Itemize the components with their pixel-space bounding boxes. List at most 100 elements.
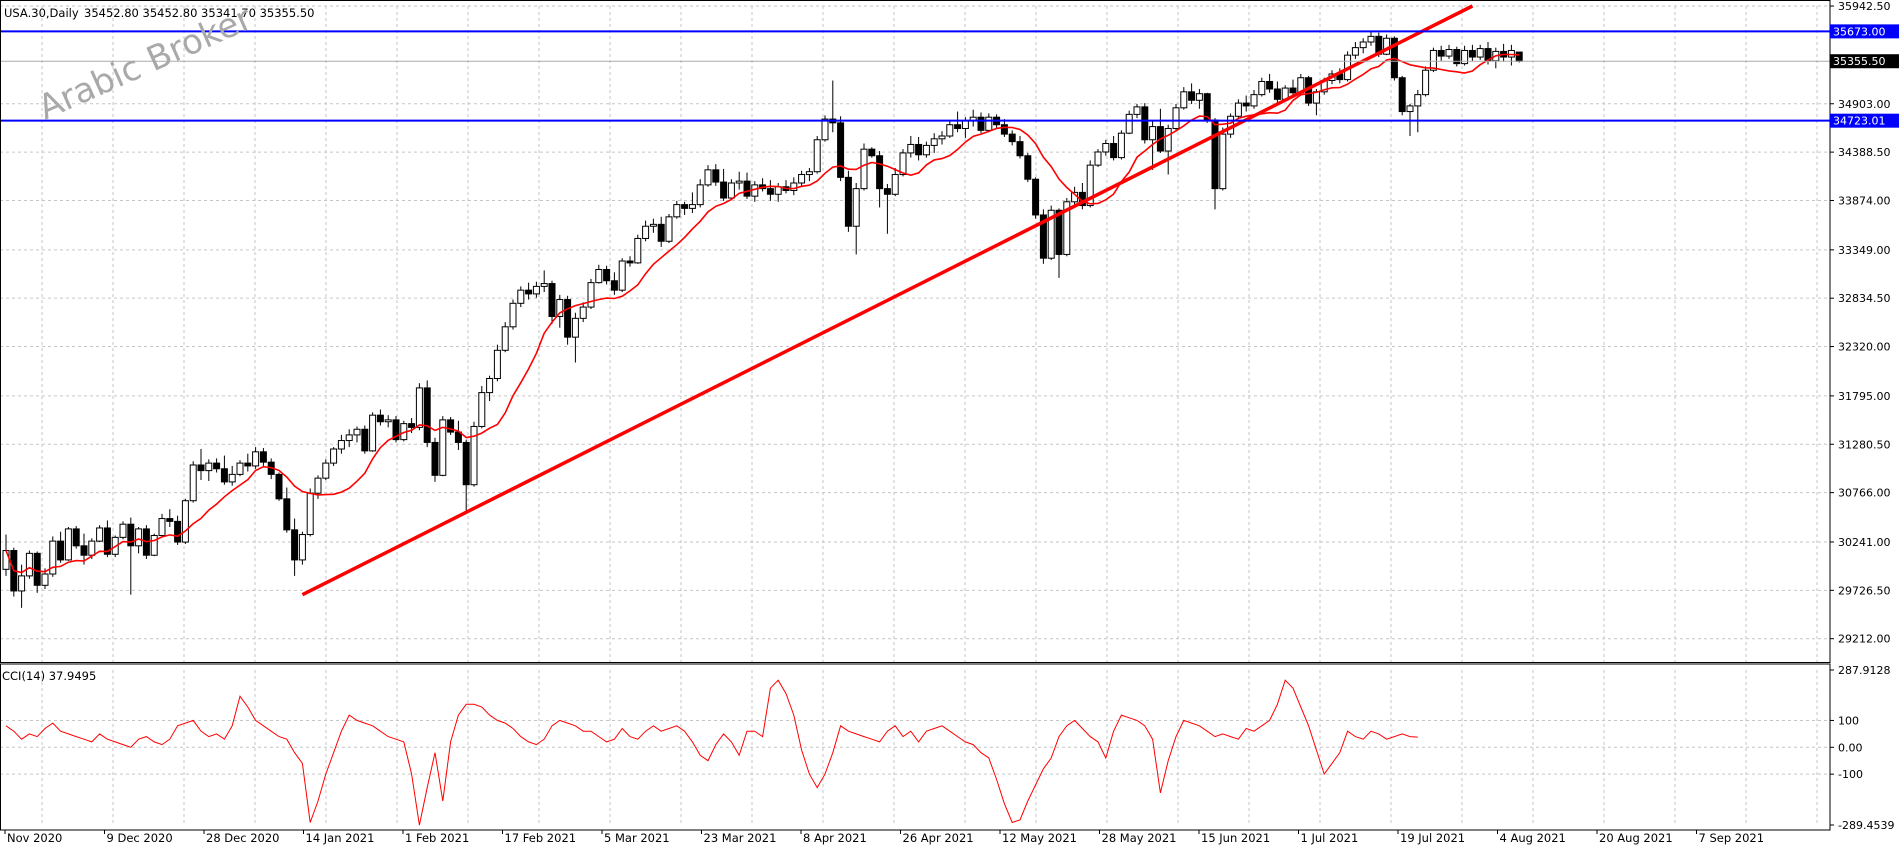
candle-bull [228,473,236,483]
candle-bear [1468,49,1476,58]
candle-bull [1063,201,1071,255]
candle-bull [571,317,579,338]
grid-layer [0,5,1829,825]
candle-bull [899,152,907,176]
candle-bull [961,120,969,129]
candle-bull [985,116,993,131]
candle-bear [548,283,556,317]
candle-bull [1219,133,1227,190]
candle-bear [1008,133,1016,143]
candle-bull [946,124,954,137]
candle-bull [205,462,213,472]
level-price-label: 35673.00 [1833,25,1886,38]
candle-bull [88,540,96,556]
time-tick-label: 1 Feb 2021 [405,831,469,845]
candle-bull [532,285,540,295]
candle-bear [127,523,135,547]
candle-bull [486,378,494,394]
candle-bull [470,425,478,486]
candle-bull [1086,164,1094,207]
candle-bear [626,260,634,264]
candle-bull [1195,93,1203,101]
candle-bull [727,182,735,199]
candle-bull [790,182,798,192]
candle-bear [57,540,65,561]
candle-bear [33,552,41,586]
candle-bull [852,188,860,227]
current-price-tag [1830,54,1899,69]
candle-bear [1437,49,1445,57]
price-tick-label: 31795.00 [1838,390,1891,403]
candle-bull [930,138,938,146]
candle-bull [330,448,338,464]
price-tick-label: 31280.50 [1838,438,1891,451]
candle-bear [361,428,369,452]
candle-bull [181,500,189,543]
candle-bull [493,349,501,380]
candle-bear [1110,143,1118,159]
candle-bull [18,575,26,592]
candle-bear [1453,49,1461,65]
candle-bull [1149,126,1157,141]
moving-average-line [5,53,1520,574]
price-tick-label: 30766.00 [1838,487,1891,500]
candle-bull [1117,132,1125,159]
candle-bull [1250,94,1258,107]
price-tick-label: 35942.50 [1838,0,1891,13]
candle-bear [213,462,221,470]
candle-bear [610,280,618,291]
indicator-tick-label: -100 [1838,768,1863,781]
candle-bull [1367,35,1375,43]
candle-bull [595,268,603,284]
candle-bear [174,520,182,543]
ohlc-readout: 35452.80 35452.80 35341.70 35355.50 [84,6,314,20]
candle-bear [1039,214,1047,259]
candle-bull [774,186,782,195]
candle-bear [720,181,728,199]
candle-bull [688,204,696,209]
candle-bull [813,139,821,173]
candle-bear [1289,87,1297,94]
candle-bear [275,473,283,500]
candle-bear [883,188,891,195]
candle-bear [1188,91,1196,101]
candle-bull [735,180,743,184]
candle-bear [1141,106,1149,141]
level-price-label: 34723.01 [1833,115,1886,128]
candle-bear [525,289,533,295]
level-price-tag [1830,113,1899,128]
candle-bull [556,299,564,317]
candle-bull [891,174,899,195]
candle-bull [298,534,306,561]
time-tick-label: 8 Apr 2021 [803,831,867,845]
candle-bull [501,326,509,351]
price-tick-label: 29212.00 [1838,633,1891,646]
candle-bull [415,387,423,428]
candle-bear [1273,88,1281,100]
time-tick-label: 14 Jan 2021 [306,831,375,845]
candle-bull [1125,113,1133,134]
candle-bear [1398,77,1406,113]
time-tick-label: 20 Aug 2021 [1599,831,1673,845]
candle-bull [337,440,345,450]
candle-bear [868,148,876,157]
candle-bear [1266,80,1274,90]
candle-bear [408,423,416,428]
candle-bear [259,451,267,463]
time-tick-label: 26 Apr 2021 [903,831,974,845]
candle-bull [579,306,587,319]
candle-bull [64,528,72,561]
candle-bull [353,428,361,436]
candle-bear [681,204,689,209]
candle-bull [439,419,447,476]
candle-bear [431,441,439,476]
candle-bull [1094,151,1102,166]
time-tick-label: 9 Dec 2020 [107,831,173,845]
candle-bull [96,527,104,542]
candle-bear [1024,155,1032,180]
time-tick-label: 7 Sep 2021 [1699,831,1765,845]
price-tick-label: 34903.00 [1838,98,1891,111]
time-tick-label: 12 May 2021 [1002,831,1077,845]
